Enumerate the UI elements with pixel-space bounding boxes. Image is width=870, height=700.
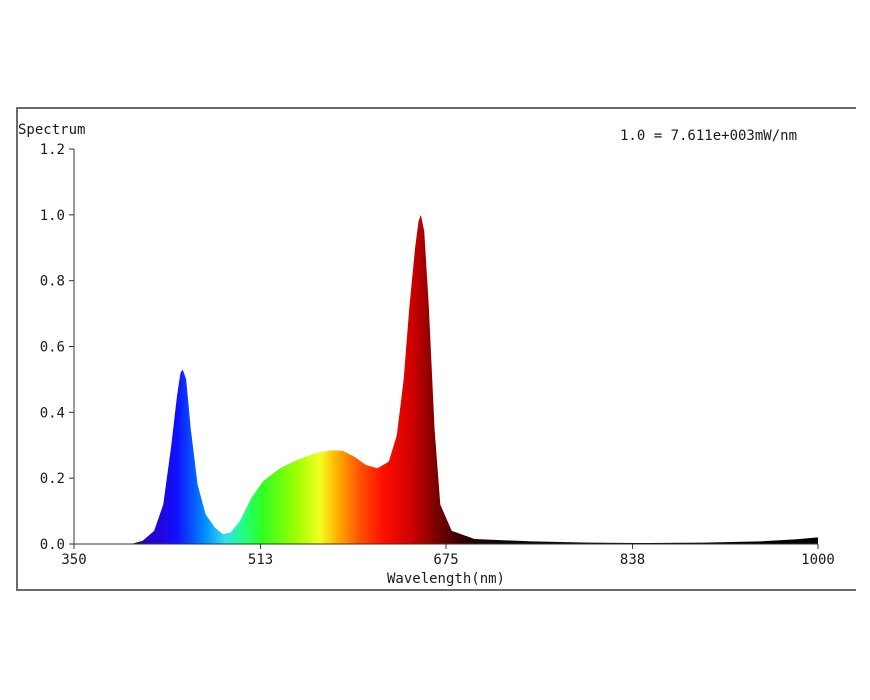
y-tick-label: 0.6 — [40, 340, 65, 356]
y-tick-label: 1.2 — [40, 142, 65, 158]
y-tick-label: 0.2 — [40, 471, 65, 487]
chart-title: Spectrum — [18, 122, 85, 138]
x-tick-label: 513 — [248, 552, 273, 568]
x-tick-label: 350 — [61, 552, 86, 568]
spectrum-chart: 0.0 0.2 0.4 0.6 0.8 1.0 1.2 350 513 675 838 1000 Sp… — [18, 122, 835, 587]
x-tick-label: 838 — [620, 552, 645, 568]
y-tick-label: 0.8 — [40, 274, 65, 290]
y-tick-label: 0.0 — [40, 537, 65, 553]
x-tick-label: 1000 — [801, 552, 835, 568]
scale-note: 1.0 = 7.611e+003mW/nm — [620, 128, 797, 144]
y-tick-label: 0.4 — [40, 405, 65, 421]
x-tick-label: 675 — [433, 552, 458, 568]
chart-frame: 0.0 0.2 0.4 0.6 0.8 1.0 1.2 350 513 675 838 1000 Sp… — [16, 107, 856, 591]
y-tick-label: 1.0 — [40, 208, 65, 224]
x-axis-label: Wavelength(nm) — [387, 571, 505, 587]
spectrum-area — [74, 214, 818, 544]
